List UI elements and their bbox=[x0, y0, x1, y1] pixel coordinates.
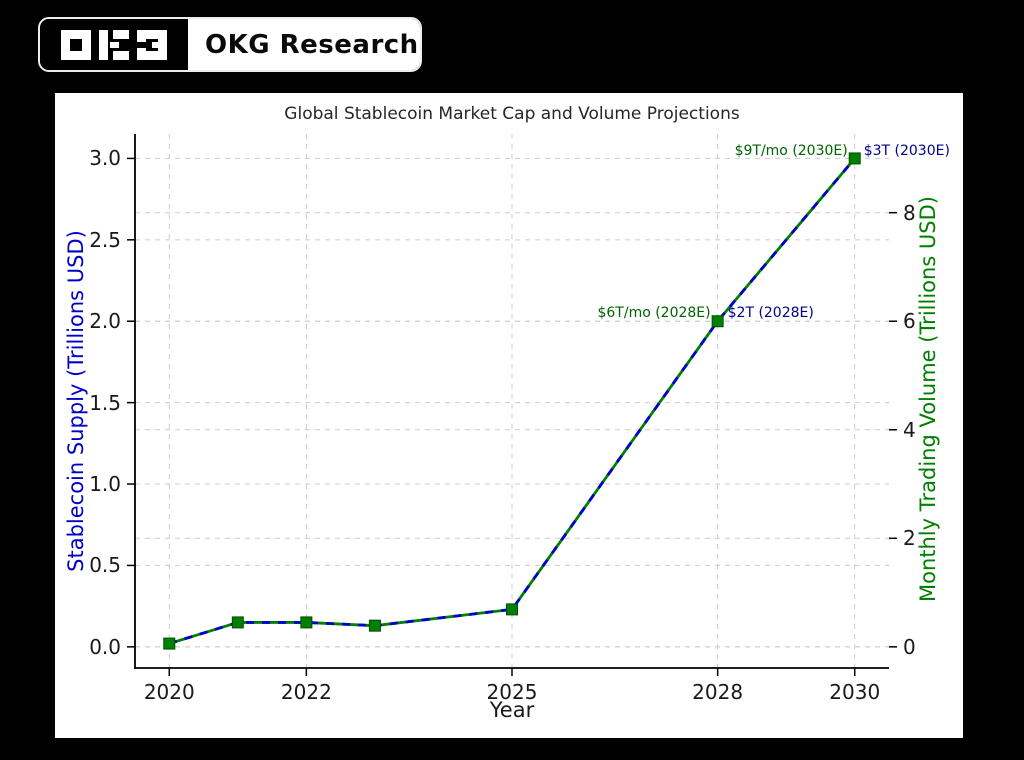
y-tick-label-left: 1.0 bbox=[89, 472, 121, 497]
data-point-marker bbox=[711, 315, 724, 328]
x-tick-label: 2025 bbox=[486, 680, 538, 704]
chart-title: Global Stablecoin Market Cap and Volume … bbox=[284, 104, 740, 124]
data-point-marker bbox=[848, 152, 861, 165]
okg-pixel-mark-icon bbox=[61, 29, 167, 60]
annotation: $6T/mo (2028E) bbox=[597, 305, 711, 322]
data-point-marker bbox=[506, 603, 518, 616]
y-tick-label-right: 0 bbox=[903, 634, 916, 659]
y-tick-label-left: 2.0 bbox=[89, 309, 121, 334]
annotation: $3T (2030E) bbox=[863, 143, 950, 160]
x-tick-label: 2030 bbox=[829, 680, 881, 704]
data-point-marker bbox=[231, 616, 244, 629]
data-point-marker bbox=[163, 637, 176, 650]
annotation: $2T (2028E) bbox=[727, 305, 814, 322]
y-tick-label-right: 2 bbox=[903, 526, 916, 551]
chart-figure: Global Stablecoin Market Cap and Volume … bbox=[55, 93, 963, 738]
brand-name: OKG Research bbox=[188, 19, 420, 70]
y-tick-label-left: 2.5 bbox=[89, 227, 121, 252]
y-tick-label-right: 8 bbox=[903, 200, 916, 225]
x-tick-label: 2020 bbox=[143, 680, 195, 704]
y-tick-label-left: 1.5 bbox=[89, 390, 121, 415]
y-tick-label-left: 3.0 bbox=[89, 146, 121, 171]
x-tick-label: 2028 bbox=[692, 680, 744, 704]
okg-research-logo: OKG Research bbox=[38, 17, 422, 72]
x-axis-label: Year bbox=[489, 698, 535, 722]
tick-labels-layer: 2020 2022 2025 2028 2030 0.0 0.5 1.0 1.5 2.0 2.5 3.… bbox=[55, 93, 963, 738]
y-tick-label-left: 0.0 bbox=[89, 634, 121, 659]
plot-area bbox=[127, 134, 897, 676]
okg-logo-icon bbox=[40, 19, 188, 70]
y-tick-label-right: 6 bbox=[903, 309, 916, 334]
data-point-marker bbox=[300, 616, 313, 629]
x-tick-label: 2022 bbox=[280, 680, 332, 704]
annotation: $9T/mo (2030E) bbox=[734, 143, 848, 160]
y-tick-label-left: 0.5 bbox=[89, 553, 121, 578]
y-tick-label-right: 4 bbox=[903, 417, 916, 442]
data-point-marker bbox=[368, 619, 381, 632]
